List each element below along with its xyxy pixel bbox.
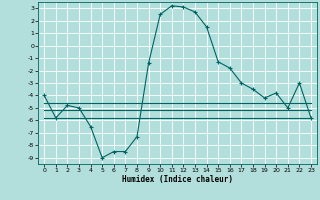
X-axis label: Humidex (Indice chaleur): Humidex (Indice chaleur)	[122, 175, 233, 184]
